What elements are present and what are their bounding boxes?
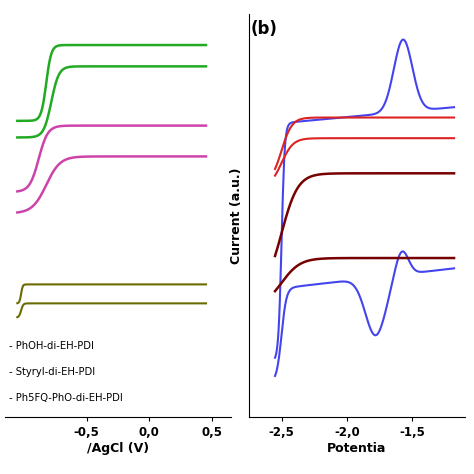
Y-axis label: Current (a.u.): Current (a.u.) <box>230 167 243 264</box>
Text: - PhOH-di-EH-PDI: - PhOH-di-EH-PDI <box>9 341 93 351</box>
X-axis label: /AgCl (V): /AgCl (V) <box>87 442 149 455</box>
Text: (b): (b) <box>250 20 277 38</box>
Text: - Ph5FQ-PhO-di-EH-PDI: - Ph5FQ-PhO-di-EH-PDI <box>9 393 122 403</box>
Text: - Styryl-di-EH-PDI: - Styryl-di-EH-PDI <box>9 367 95 377</box>
X-axis label: Potentia: Potentia <box>327 442 386 455</box>
